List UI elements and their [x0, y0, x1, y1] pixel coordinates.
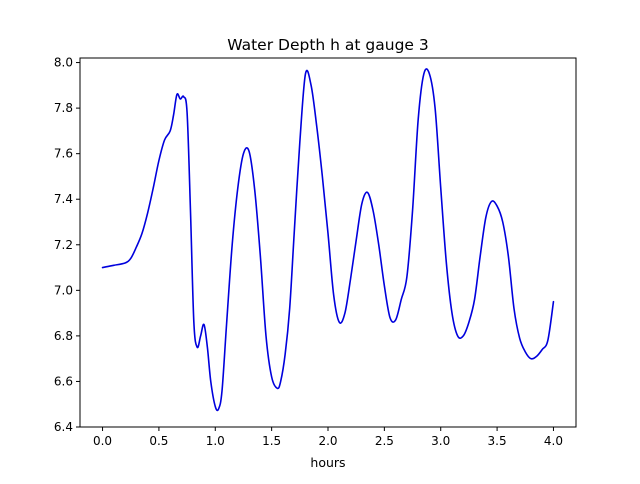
x-tick-label: 0.0 — [93, 434, 112, 448]
x-tick-label: 3.0 — [431, 434, 450, 448]
y-tick-label: 7.4 — [54, 192, 73, 206]
x-tick-label: 1.5 — [262, 434, 281, 448]
y-tick-label: 7.2 — [54, 238, 73, 252]
x-tick-label: 1.0 — [206, 434, 225, 448]
y-tick-label: 7.8 — [54, 101, 73, 115]
x-tick-label: 4.0 — [544, 434, 563, 448]
y-tick-label: 7.0 — [54, 283, 73, 297]
y-tick-label: 6.6 — [54, 374, 73, 388]
series-line-0 — [101, 68, 555, 412]
x-tick-label: 3.5 — [488, 434, 507, 448]
y-tick-label: 7.6 — [54, 147, 73, 161]
x-tick-label: 2.0 — [318, 434, 337, 448]
plot-area: 0.0 0.5 1.0 1.5 2.0 2.5 3.0 3.5 4.0 6.4 6.6 6.8 7.0 7… — [54, 56, 577, 448]
y-tick-label: 8.0 — [54, 56, 73, 70]
y-tick-label: 6.8 — [54, 329, 73, 343]
x-tick-label: 0.5 — [149, 434, 168, 448]
x-tick-label: 2.5 — [375, 434, 394, 448]
x-axis-label: hours — [310, 455, 345, 470]
chart-title: Water Depth h at gauge 3 — [227, 36, 428, 54]
y-tick-label: 6.4 — [54, 420, 73, 434]
